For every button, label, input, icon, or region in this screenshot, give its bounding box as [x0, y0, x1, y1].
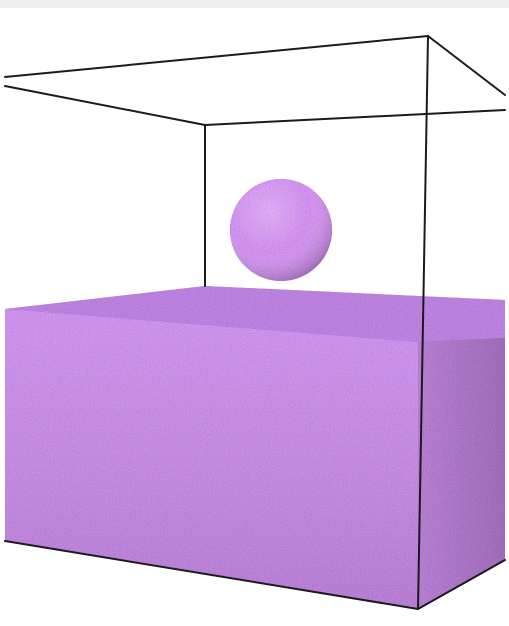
simulation-box-wireframe — [4, 35, 506, 610]
box-edge-top-right — [427, 35, 506, 96]
particle-slab — [5, 286, 505, 609]
box-edge-front-bottom — [4, 540, 419, 610]
box-edge-top-back — [204, 109, 506, 126]
particle-droplet — [230, 179, 332, 281]
top-border-strip — [0, 0, 509, 8]
box-edge-top-front — [4, 35, 429, 78]
droplet-shading — [230, 179, 332, 281]
box-edge-front-vertical-right — [417, 35, 429, 610]
box-edge-right-bottom — [417, 559, 506, 610]
box-edge-top-left-back — [4, 85, 206, 126]
slab-front-shade — [5, 309, 418, 609]
slab-side-shade — [418, 338, 505, 609]
